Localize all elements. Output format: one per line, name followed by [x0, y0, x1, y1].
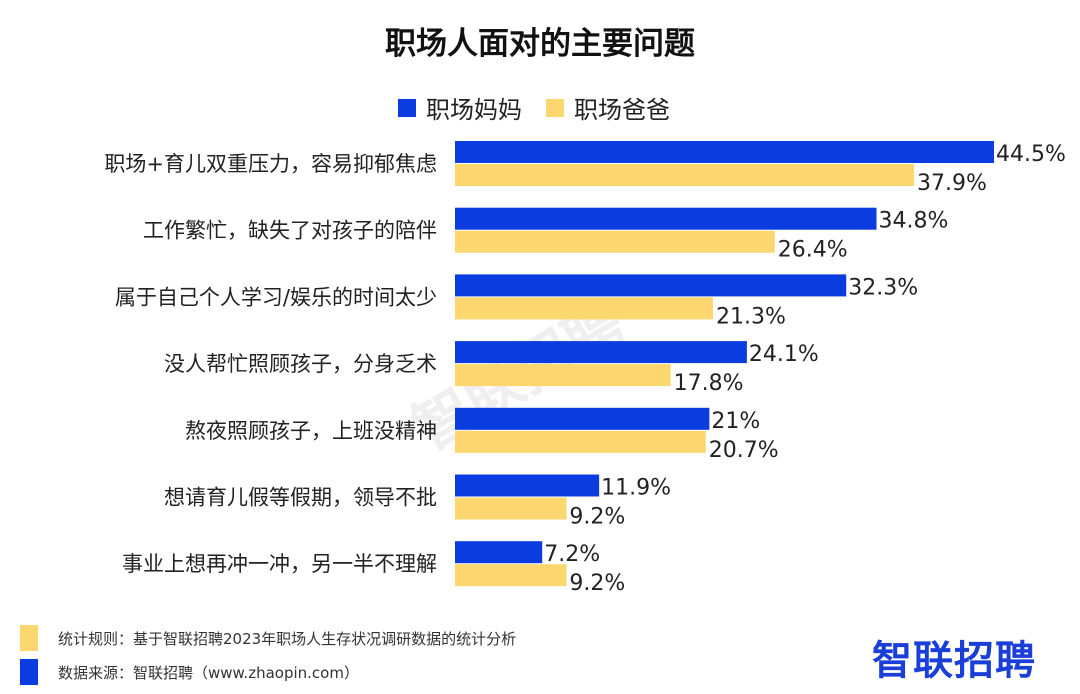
bar-fathers	[455, 430, 706, 453]
footer-rule-text: 统计规则：基于智联招聘2023年职场人生存状况调研数据的统计分析	[58, 629, 517, 648]
category-label: 属于自己个人学习/娱乐的时间太少	[115, 285, 437, 309]
legend-swatch-yellow	[546, 98, 564, 117]
bar-mothers	[455, 207, 877, 230]
footer-swatch-yellow	[20, 625, 38, 651]
bar-mothers	[455, 341, 747, 364]
bar-mothers	[455, 407, 710, 430]
data-label: 7.2%	[544, 542, 600, 567]
bar-fathers	[455, 497, 567, 520]
legend-item-fathers: 职场爸爸	[546, 90, 670, 125]
bar-fathers	[455, 230, 775, 253]
category-label: 想请育儿假等假期，领导不批	[164, 486, 437, 510]
bar-fathers	[455, 164, 915, 186]
bar-mothers	[455, 541, 543, 564]
footer-source-text: 数据来源：智联招聘（www.zhaopin.com）	[58, 663, 359, 682]
data-label: 21%	[711, 409, 760, 434]
data-label: 9.2%	[569, 571, 625, 596]
footer-source: 数据来源：智联招聘（www.zhaopin.com）	[20, 659, 359, 685]
category-label: 熬夜照顾孩子，上班没精神	[185, 419, 437, 443]
category-label: 没人帮忙照顾孩子，分身乏术	[164, 352, 437, 376]
data-label: 9.2%	[569, 505, 625, 530]
legend-item-mothers: 职场妈妈	[398, 90, 522, 125]
bar-mothers	[455, 141, 994, 163]
category-label: 职场+育儿双重压力，容易抑郁焦虑	[104, 152, 437, 176]
legend-swatch-blue	[398, 98, 416, 117]
data-label: 44.5%	[996, 142, 1066, 167]
footer-rule: 统计规则：基于智联招聘2023年职场人生存状况调研数据的统计分析	[20, 625, 516, 651]
category-label: 事业上想再冲一冲，另一半不理解	[122, 552, 437, 576]
data-label: 32.3%	[848, 275, 918, 300]
data-label: 21.3%	[716, 304, 786, 329]
data-label: 34.8%	[879, 209, 949, 234]
bar-mothers	[455, 474, 600, 497]
bar-fathers	[455, 564, 567, 587]
data-label: 37.9%	[917, 171, 987, 196]
data-label: 20.7%	[709, 438, 779, 463]
data-label: 24.1%	[749, 342, 819, 367]
data-label: 26.4%	[778, 238, 848, 263]
legend-label: 职场妈妈	[426, 96, 522, 124]
category-label: 工作繁忙，缺失了对孩子的陪伴	[143, 219, 437, 243]
legend-label: 职场爸爸	[574, 96, 670, 124]
bar-mothers	[455, 274, 847, 297]
chart-title: 职场人面对的主要问题	[385, 26, 695, 62]
bar-fathers	[455, 297, 713, 320]
footer-swatch-blue	[20, 659, 38, 685]
data-label: 17.8%	[674, 371, 744, 396]
data-label: 11.9%	[601, 476, 671, 501]
zhaopin-logo: 智联招聘	[872, 638, 1036, 684]
bar-fathers	[455, 364, 671, 387]
